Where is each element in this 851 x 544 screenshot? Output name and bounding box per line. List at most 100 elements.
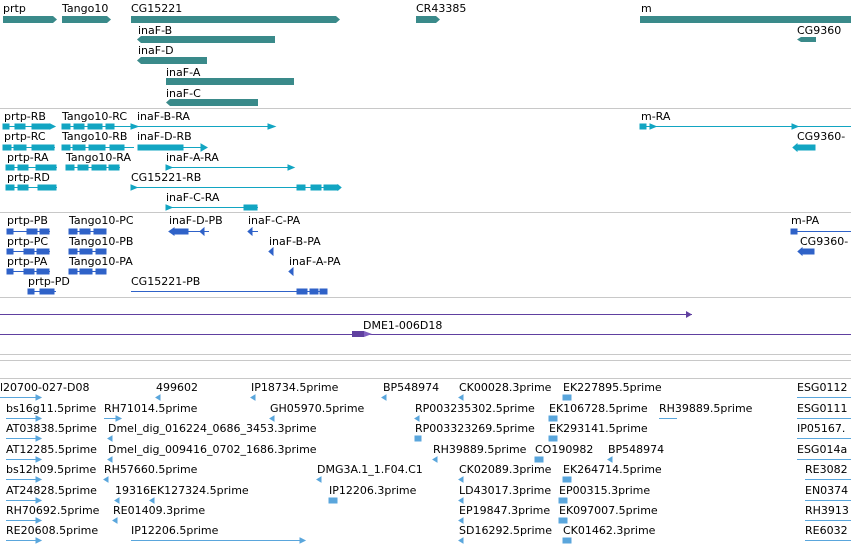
gene-arrow[interactable] (166, 78, 294, 85)
gene-label: inaF-C (166, 87, 201, 100)
protein-label: inaF-B-PA (269, 235, 321, 248)
gene-label: CG15221 (131, 2, 182, 15)
est-label: EK227895.5prime (563, 381, 662, 394)
est-label: bs16g11.5prime (6, 402, 96, 415)
protein-label: inaF-C-PA (248, 214, 301, 227)
protein-label: inaF-A-PA (289, 255, 341, 268)
est-label: ESG0112 (797, 381, 847, 394)
transcript-label: Tango10-RB (61, 130, 127, 143)
protein-label: prtp-PB (7, 214, 48, 227)
est-label: EK097007.5prime (559, 504, 658, 517)
est-label: RE01409.3prime (113, 504, 205, 517)
est-label: IP05167. (797, 422, 845, 435)
gene-track: prtp Tango10 CG15221 CR43385 m inaF-B CG… (3, 2, 851, 106)
transcript-label: CG15221-RB (131, 171, 201, 184)
transcript-label: CG9360- (797, 130, 845, 143)
est-label: EN0374 (805, 484, 848, 497)
protein-label: Tango10-PC (68, 214, 134, 227)
est-label: EK264714.5prime (563, 463, 662, 476)
gene-label: m (641, 2, 652, 15)
clone-track: DME1-006D18 (0, 311, 851, 337)
transcript-label: inaF-C-RA (166, 191, 220, 204)
est-label: LD43017.3prime (459, 484, 551, 497)
gene-arrow[interactable] (137, 57, 207, 64)
transcript-label: prtp-RC (4, 130, 46, 143)
gene-arrow[interactable] (797, 37, 816, 42)
est-label: BP548974 (608, 443, 664, 456)
est-label: RE3082 (805, 463, 848, 476)
est-label: RP003235302.5prime (415, 402, 535, 415)
est-label: AT12285.5prime (6, 443, 97, 456)
est-label: EP19847.3prime (459, 504, 550, 517)
transcript-label: inaF-B-RA (137, 110, 190, 123)
est-label: l20700-027-D08 (0, 381, 89, 394)
est-label: RH39889.5prime (433, 443, 527, 456)
gene-arrow[interactable] (3, 16, 57, 23)
protein-label: prtp-PA (7, 255, 48, 268)
protein-label: prtp-PD (28, 275, 70, 288)
est-label: EK127324.5prime (150, 484, 249, 497)
protein-track: prtp-PB Tango10-PC inaF-D-PB inaF-C-PA m… (6, 214, 851, 295)
gene-label: CG9360 (797, 24, 841, 37)
est-label: ESG0111 (797, 402, 847, 415)
est-label: GH05970.5prime (270, 402, 365, 415)
clone-label: DME1-006D18 (363, 319, 442, 332)
gene-label: inaF-B (138, 24, 172, 37)
est-label: EP00315.3prime (559, 484, 650, 497)
est-label: RH71014.5prime (104, 402, 198, 415)
protein-label: inaF-D-PB (169, 214, 223, 227)
gene-arrow[interactable] (131, 16, 340, 23)
est-label: AT24828.5prime (6, 484, 97, 497)
est-label: SD16292.5prime (459, 524, 552, 537)
est-label: CK01462.3prime (563, 524, 656, 537)
est-label: RE6032 (805, 524, 848, 537)
transcript-label: prtp-RB (4, 110, 46, 123)
transcript-label: Tango10-RA (65, 151, 131, 164)
est-track: l20700-027-D08 499602 IP18734.5prime BP5… (0, 381, 851, 544)
gene-label: Tango10 (61, 2, 108, 15)
est-label: Dmel_dig_009416_0702_1686.3prime (108, 443, 317, 456)
transcript-label: m-RA (641, 110, 671, 123)
transcript-label: prtp-RD (7, 171, 50, 184)
est-label: 499602 (156, 381, 198, 394)
est-label: IP12206.3prime (329, 484, 417, 497)
protein-label: CG15221-PB (131, 275, 200, 288)
protein-label: Tango10-PA (68, 255, 133, 268)
transcript-label: Tango10-RC (61, 110, 127, 123)
gene-arrow[interactable] (166, 99, 258, 106)
gene-arrow[interactable] (62, 16, 111, 23)
est-label: RE20608.5prime (6, 524, 98, 537)
est-label: IP18734.5prime (251, 381, 339, 394)
est-label: RH57660.5prime (104, 463, 198, 476)
transcript-label: inaF-A-RA (166, 151, 219, 164)
est-label: CO190982 (535, 443, 593, 456)
est-label: bs12h09.5prime (6, 463, 96, 476)
protein-label: Tango10-PB (68, 235, 133, 248)
transcript-label: prtp-RA (7, 151, 49, 164)
gene-label: inaF-D (138, 44, 174, 57)
protein-label: m-PA (791, 214, 820, 227)
est-label: AT03838.5prime (6, 422, 97, 435)
est-label: ESG014a (797, 443, 847, 456)
gene-bar[interactable] (640, 16, 851, 23)
est-label: EK106728.5prime (549, 402, 648, 415)
est-label: 19316 (115, 484, 150, 497)
est-label: Dmel_dig_016224_0686_3453.3prime (108, 422, 317, 435)
est-label: CK00028.3prime (459, 381, 552, 394)
est-label: IP12206.5prime (131, 524, 219, 537)
protein-label: CG9360- (800, 235, 848, 248)
est-label: RP003323269.5prime (415, 422, 535, 435)
protein-label: prtp-PC (7, 235, 48, 248)
est-label: RH3913 (805, 504, 849, 517)
transcript-label: inaF-D-RB (137, 130, 192, 143)
est-label: CK02089.3prime (459, 463, 552, 476)
est-label: DMG3A.1_1.F04.C1 (317, 463, 423, 476)
est-label: RH70692.5prime (6, 504, 100, 517)
gene-label: prtp (3, 2, 26, 15)
gene-arrow[interactable] (137, 36, 275, 43)
gene-arrow[interactable] (416, 16, 440, 23)
est-label: RH39889.5prime (659, 402, 753, 415)
gene-label: CR43385 (416, 2, 466, 15)
est-label: BP548974 (383, 381, 439, 394)
